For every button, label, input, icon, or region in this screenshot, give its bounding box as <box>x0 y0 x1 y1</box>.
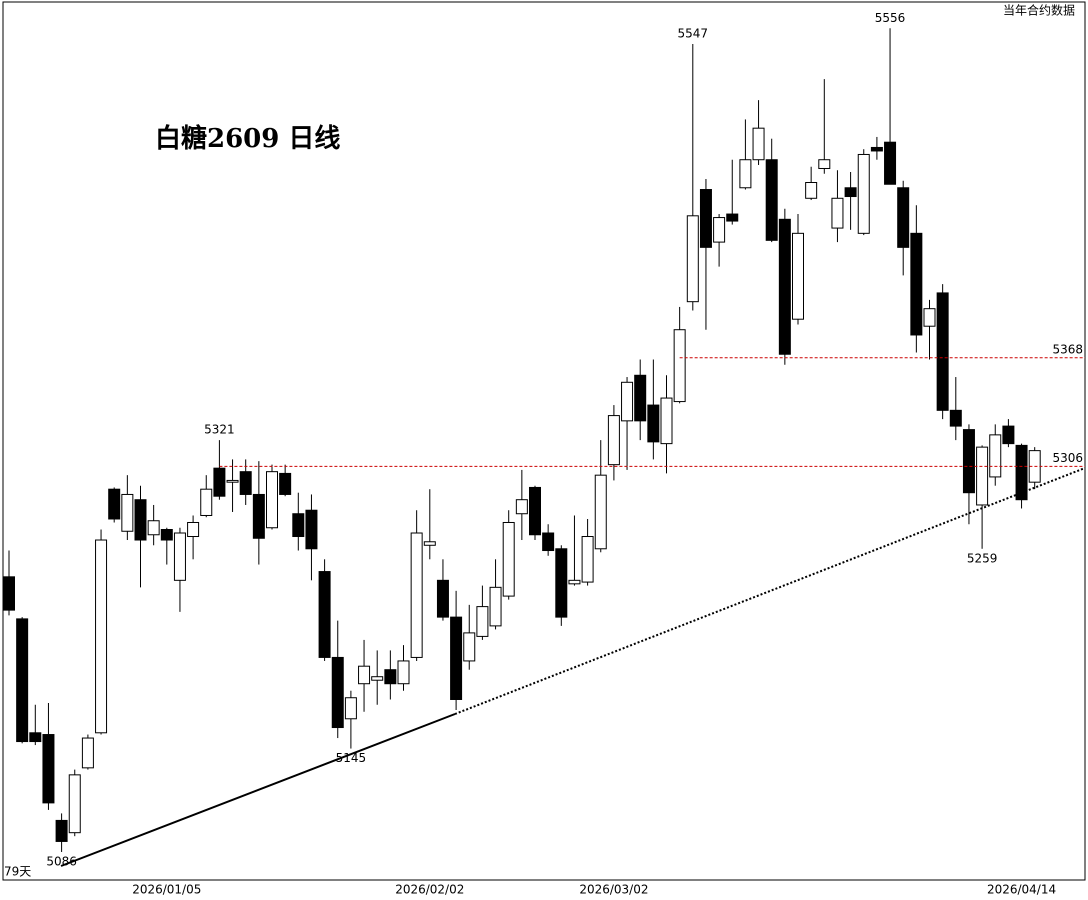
candle-body <box>1015 444 1028 501</box>
candle-body <box>502 521 515 597</box>
candle-body <box>1002 425 1015 445</box>
candle-body <box>358 665 371 685</box>
trend-line <box>454 467 1086 715</box>
candle-body <box>371 676 384 681</box>
candle-body <box>213 467 226 497</box>
candle-body <box>884 141 897 185</box>
candle-body <box>752 127 765 161</box>
low-label: 5086 <box>46 854 77 868</box>
candle-body <box>962 429 975 494</box>
low-label: 5145 <box>336 751 367 765</box>
candle-body <box>870 146 883 152</box>
candle-body <box>476 606 489 637</box>
candle-body <box>949 409 962 427</box>
candle-body <box>726 213 739 222</box>
candle-body <box>292 513 305 538</box>
level-label: 5306 <box>1052 451 1083 465</box>
chart-title: 白糖2609 日线 <box>155 123 340 154</box>
trend-line <box>60 713 456 867</box>
note: 当年合约数据 <box>1003 3 1075 18</box>
candle-body <box>344 697 357 720</box>
candle-body <box>989 434 1002 478</box>
candle-body <box>529 486 541 536</box>
candle-body <box>686 215 699 303</box>
high-label: 5556 <box>875 11 906 25</box>
candle-body <box>173 532 186 581</box>
candle-body <box>423 541 436 546</box>
candle-body <box>266 471 278 529</box>
candle-body <box>976 446 989 506</box>
high-label: 5321 <box>204 423 235 437</box>
candle-body <box>42 734 55 804</box>
candle-body <box>923 308 936 327</box>
x-tick-label: 2026/02/02 <box>395 883 464 897</box>
candle-body <box>555 548 568 618</box>
candle-body <box>305 509 318 550</box>
candle-body <box>252 493 265 539</box>
candle-body <box>134 499 147 541</box>
x-tick-label: 2026/01/05 <box>132 883 201 897</box>
candle-body <box>594 474 607 550</box>
candle-body <box>3 576 15 611</box>
candle-body <box>897 187 910 248</box>
candle-body <box>831 197 844 229</box>
candle-body <box>463 632 476 662</box>
candle-body <box>844 187 857 198</box>
candle-body <box>239 471 252 495</box>
duration-label: 79天 <box>4 865 31 879</box>
candle-body <box>55 819 68 842</box>
candle-body <box>384 669 397 685</box>
candle-body <box>436 579 449 618</box>
candle-body <box>765 159 778 241</box>
candle-body <box>581 536 594 583</box>
candle-body <box>673 329 686 403</box>
candle-body <box>108 488 121 520</box>
candle-body <box>568 579 581 585</box>
candle-body <box>279 472 292 495</box>
candle-body <box>160 529 173 541</box>
candle-body <box>607 415 620 466</box>
candle-body <box>910 232 923 336</box>
candle-body <box>713 217 726 243</box>
candle-body <box>699 189 712 248</box>
x-tick-label: 2026/03/02 <box>579 883 648 897</box>
candle-body <box>805 182 818 199</box>
candle-body <box>397 660 410 685</box>
x-tick-label: 2026/04/14 <box>987 883 1056 897</box>
candle-body <box>647 404 660 443</box>
candle-body <box>489 586 502 627</box>
candle-body <box>226 479 239 483</box>
candle-body <box>95 539 108 734</box>
candle-body <box>515 499 528 515</box>
candle-body <box>29 732 42 743</box>
plot-frame <box>2 1 1086 881</box>
candle-body <box>187 521 200 538</box>
candle-body <box>81 737 94 769</box>
candle-body <box>147 520 160 536</box>
candle-body <box>68 774 81 834</box>
candle-body <box>739 159 752 189</box>
candle-body <box>450 616 463 700</box>
candle-body <box>542 532 555 552</box>
candle-body <box>121 493 134 532</box>
candle-body <box>318 571 331 658</box>
candle-body <box>818 159 831 169</box>
candle-body <box>857 153 870 234</box>
candle-body <box>778 218 791 355</box>
candle-body <box>200 488 213 516</box>
candle-body <box>16 618 29 743</box>
candle-body <box>634 374 647 422</box>
candle-body <box>331 656 344 729</box>
candle-body <box>410 532 423 658</box>
candle-body <box>660 397 673 445</box>
level-label: 5368 <box>1052 342 1083 356</box>
candle-body <box>792 232 804 320</box>
low-label: 5259 <box>967 551 998 565</box>
candle-body <box>936 292 949 411</box>
candle-body <box>621 381 634 422</box>
high-label: 5547 <box>678 27 709 41</box>
